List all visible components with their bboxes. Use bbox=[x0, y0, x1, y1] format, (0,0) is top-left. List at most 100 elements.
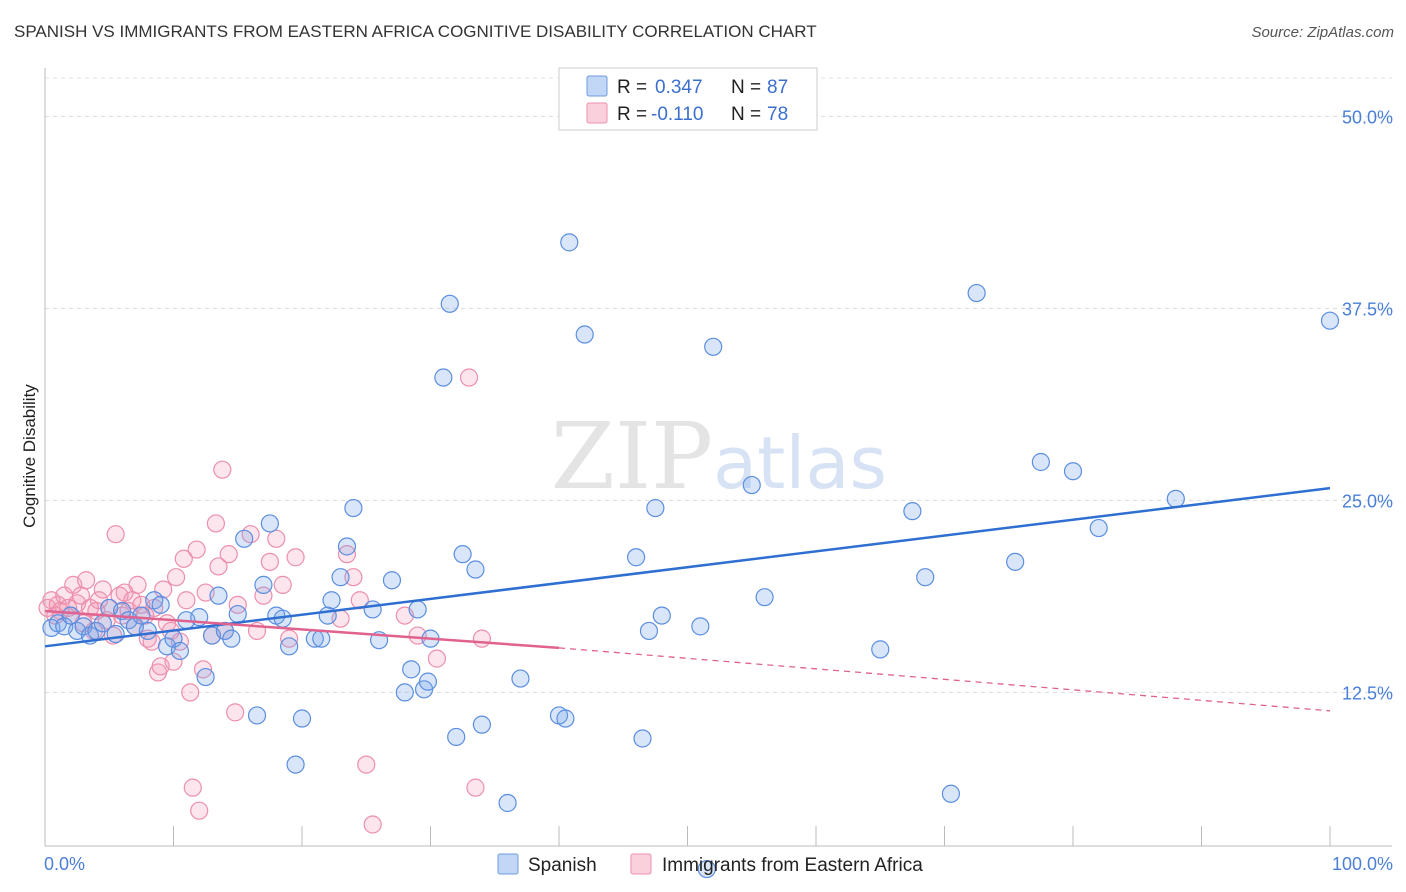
data-point-eastern-africa bbox=[280, 629, 299, 648]
chart-source: Source: ZipAtlas.com bbox=[1251, 24, 1394, 41]
data-point-eastern-africa bbox=[427, 649, 447, 668]
data-point-spanish bbox=[138, 621, 157, 641]
legend-n-label-blue: N = bbox=[731, 77, 761, 98]
x-tick-label: 100.0% bbox=[1332, 854, 1393, 874]
data-point-eastern-africa bbox=[93, 580, 112, 599]
y-tick-label: 50.0% bbox=[1342, 107, 1393, 127]
x-tick-labels: 0.0% 100.0% bbox=[44, 854, 1393, 874]
data-point-eastern-africa bbox=[228, 595, 247, 614]
data-point-spanish bbox=[633, 729, 652, 748]
bottom-legend-eastern-africa: Immigrants from Eastern Africa bbox=[662, 855, 923, 876]
data-point-spanish bbox=[1166, 489, 1185, 508]
data-point-eastern-africa bbox=[219, 545, 238, 564]
data-point-spanish bbox=[322, 591, 341, 610]
data-point-eastern-africa bbox=[177, 591, 196, 610]
trend-line-eastern-africa bbox=[44, 609, 560, 650]
y-tick-label: 37.5% bbox=[1342, 299, 1393, 319]
data-point-eastern-africa bbox=[206, 514, 226, 533]
data-point-spanish bbox=[106, 624, 125, 644]
data-point-eastern-africa bbox=[183, 778, 202, 797]
data-point-spanish bbox=[871, 640, 890, 659]
data-point-eastern-africa bbox=[164, 652, 183, 671]
data-point-spanish bbox=[1063, 462, 1083, 481]
data-point-spanish bbox=[408, 600, 427, 619]
y-tick-label: 12.5% bbox=[1342, 683, 1393, 703]
data-point-eastern-africa bbox=[190, 801, 209, 820]
data-point-spanish bbox=[967, 283, 986, 303]
data-point-spanish bbox=[755, 588, 774, 607]
data-point-eastern-africa bbox=[77, 571, 96, 590]
data-point-spanish bbox=[652, 606, 671, 625]
legend-r-value-pink: -0.110 bbox=[651, 104, 703, 125]
x-tick-label: 0.0% bbox=[44, 854, 85, 874]
data-point-eastern-africa bbox=[254, 586, 273, 605]
data-point-spanish bbox=[646, 498, 665, 518]
data-point-eastern-africa bbox=[241, 525, 260, 544]
data-point-spanish bbox=[132, 606, 151, 625]
data-point-spanish bbox=[151, 595, 170, 614]
data-point-eastern-africa bbox=[267, 529, 286, 548]
axes bbox=[44, 68, 1392, 847]
data-point-spanish bbox=[145, 591, 164, 610]
data-point-spanish bbox=[1006, 552, 1025, 571]
data-point-spanish bbox=[691, 617, 710, 636]
data-point-spanish bbox=[395, 683, 414, 702]
data-point-eastern-africa bbox=[344, 568, 363, 587]
data-point-spanish bbox=[916, 568, 935, 587]
data-point-spanish bbox=[292, 709, 312, 728]
data-point-spanish bbox=[1320, 311, 1340, 330]
data-point-spanish bbox=[402, 660, 421, 679]
data-point-spanish bbox=[280, 637, 299, 656]
data-point-spanish bbox=[626, 548, 646, 567]
watermark: ZIP atlas bbox=[551, 403, 887, 510]
data-point-spanish bbox=[704, 337, 723, 356]
data-point-spanish bbox=[434, 368, 453, 387]
data-point-eastern-africa bbox=[209, 557, 228, 576]
data-point-eastern-africa bbox=[466, 778, 485, 797]
data-point-spanish bbox=[903, 502, 922, 521]
data-point-spanish bbox=[196, 667, 215, 687]
data-point-spanish bbox=[382, 571, 402, 590]
data-point-spanish bbox=[209, 586, 228, 605]
data-point-spanish bbox=[312, 629, 331, 648]
bottom-legend-swatch-spanish bbox=[497, 853, 519, 875]
data-point-spanish bbox=[560, 233, 579, 252]
data-point-eastern-africa bbox=[357, 755, 376, 774]
bottom-legend-spanish: Spanish bbox=[528, 855, 597, 876]
series-eastern-africa-points bbox=[38, 368, 491, 834]
data-point-spanish bbox=[254, 575, 273, 594]
data-point-spanish bbox=[344, 498, 363, 518]
data-point-eastern-africa bbox=[273, 575, 292, 594]
data-point-eastern-africa bbox=[337, 545, 357, 564]
data-point-eastern-africa bbox=[226, 703, 245, 722]
legend: R = 0.347 N = 87 R = -0.110 N = 78 bbox=[558, 67, 818, 131]
data-point-spanish bbox=[235, 529, 254, 548]
data-point-spanish bbox=[472, 715, 491, 734]
data-point-eastern-africa bbox=[174, 549, 193, 568]
series-spanish-points bbox=[42, 233, 1340, 879]
data-point-eastern-africa bbox=[187, 540, 206, 559]
bottom-legend-swatch-eastern-africa bbox=[630, 853, 652, 875]
data-point-spanish bbox=[247, 706, 267, 725]
data-point-spanish bbox=[511, 669, 530, 688]
data-point-spanish bbox=[941, 784, 961, 803]
data-point-spanish bbox=[742, 475, 761, 495]
data-point-eastern-africa bbox=[459, 368, 479, 387]
data-point-spanish bbox=[260, 514, 279, 533]
data-point-spanish bbox=[222, 629, 241, 648]
data-point-spanish bbox=[556, 709, 575, 728]
y-axis-label: Cognitive Disability bbox=[20, 384, 39, 528]
data-point-spanish bbox=[466, 560, 485, 579]
legend-r-value-blue: 0.347 bbox=[655, 77, 703, 98]
data-point-eastern-africa bbox=[181, 683, 200, 702]
data-point-spanish bbox=[337, 537, 357, 556]
data-point-eastern-africa bbox=[472, 629, 491, 648]
data-point-spanish bbox=[363, 600, 382, 619]
data-point-spanish bbox=[639, 621, 659, 641]
data-point-spanish bbox=[418, 672, 438, 691]
watermark-zip: ZIP bbox=[551, 403, 713, 510]
data-point-spanish bbox=[697, 859, 716, 879]
data-point-eastern-africa bbox=[213, 460, 232, 479]
grid-lines bbox=[45, 77, 1392, 693]
